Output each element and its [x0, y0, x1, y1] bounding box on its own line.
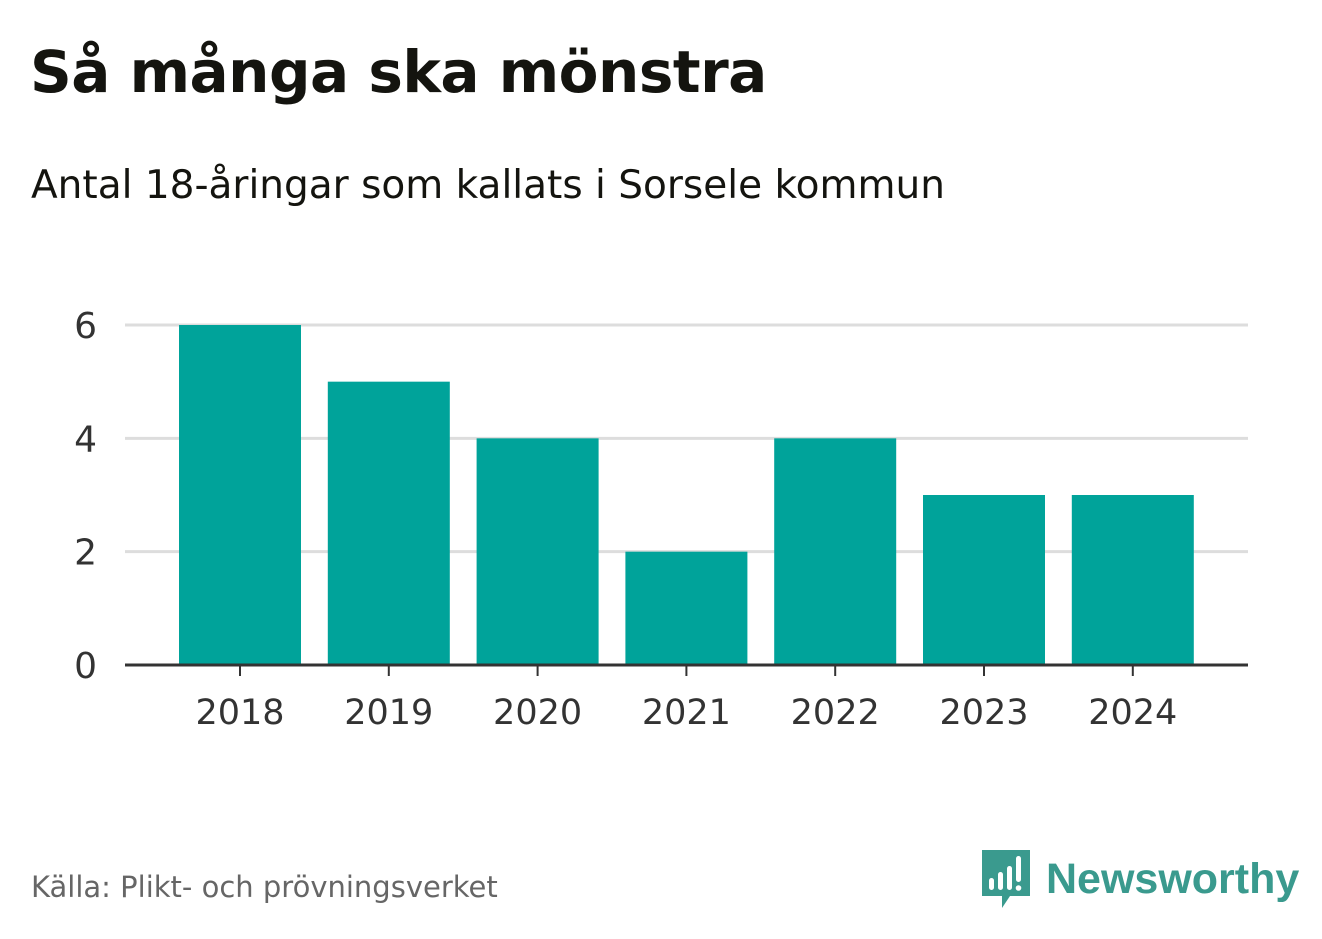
x-tick-label: 2023	[939, 693, 1028, 733]
x-tick-label: 2020	[493, 693, 582, 733]
x-tick-label: 2024	[1088, 693, 1177, 733]
newsworthy-logo-icon	[982, 850, 1030, 908]
bar-2024	[1071, 495, 1194, 665]
bar-2020	[476, 438, 599, 665]
chart-title: Så många ska mönstra	[30, 38, 767, 106]
y-tick-label: 2	[74, 533, 97, 574]
y-tick-label: 0	[74, 646, 97, 687]
bar-2021	[625, 551, 748, 665]
x-axis-labels: 2018 2019 2020 2021 2022 2023 2024	[195, 693, 1177, 733]
y-tick-label: 6	[74, 306, 97, 347]
bar-chart: 0 2 4 6 2018 2019 2020 2021 2022 2023 2024	[74, 306, 1248, 733]
y-tick-label: 4	[74, 419, 97, 460]
x-tick-label: 2019	[344, 693, 433, 733]
bar-2018	[179, 325, 301, 665]
x-axis	[125, 663, 1248, 676]
bar-2019	[327, 381, 450, 665]
x-tick-label: 2021	[642, 693, 731, 733]
brand-logo: Newsworthy	[980, 848, 1299, 910]
x-tick-label: 2018	[195, 693, 284, 733]
bar-2022	[774, 438, 897, 665]
bar-2023	[923, 495, 1045, 665]
chart-subtitle: Antal 18-åringar som kallats i Sorsele k…	[31, 163, 945, 208]
x-tick-label: 2022	[791, 693, 880, 733]
source-note: Källa: Plikt- och prövningsverket	[31, 870, 498, 904]
y-axis-labels: 0 2 4 6	[74, 306, 97, 687]
bars	[179, 325, 1194, 665]
brand-name: Newsworthy	[1046, 854, 1300, 903]
